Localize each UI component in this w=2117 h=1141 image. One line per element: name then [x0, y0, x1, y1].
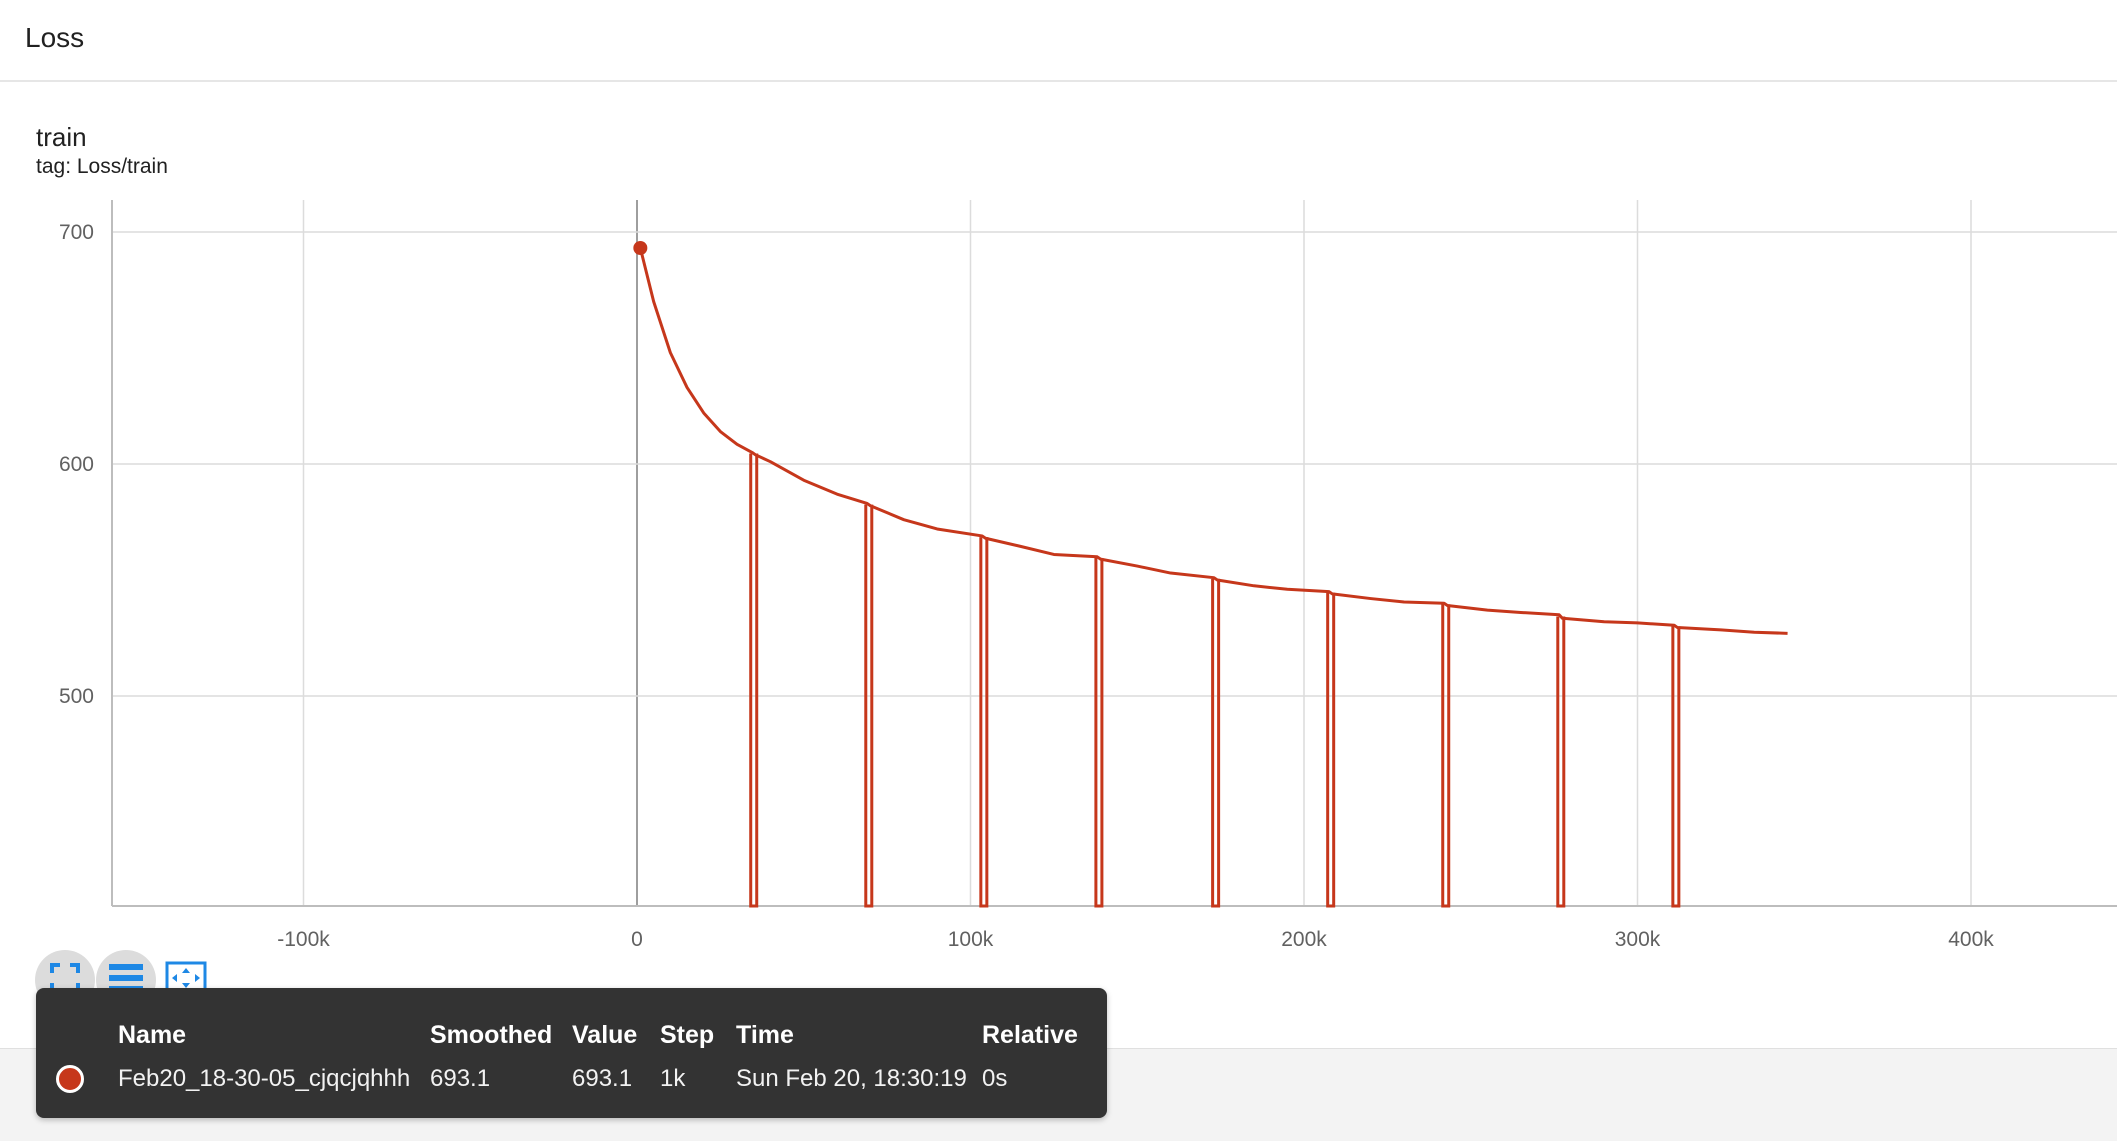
x-tick-label: 0 [631, 928, 643, 950]
header-value: Value [572, 1020, 638, 1049]
series-line [638, 247, 1788, 635]
header-smoothed: Smoothed [430, 1020, 553, 1049]
row-name: Feb20_18-30-05_cjqcjqhhh [118, 1065, 411, 1092]
x-tick-label: -100k [277, 928, 330, 950]
series-drop-line [1326, 592, 1336, 908]
section-title: Loss [25, 22, 85, 53]
series-drop-line [1211, 578, 1221, 908]
series-drops [749, 453, 1681, 908]
line-chart[interactable]: -100k 0 100k 200k 300k 400k 500 600 700 [0, 190, 2117, 950]
x-tick-label: 300k [1615, 928, 1661, 950]
series [638, 247, 1788, 635]
highlight-point [633, 241, 648, 256]
data-tooltip: Name Smoothed Value Step Time Relative F… [36, 988, 1107, 1118]
row-time: Sun Feb 20, 18:30:19 [736, 1065, 967, 1092]
header-relative: Relative [982, 1020, 1078, 1049]
series-drop-line [1556, 616, 1566, 908]
x-tick-label: 400k [1948, 928, 1994, 950]
row-relative: 0s [982, 1065, 1008, 1092]
row-step: 1k [660, 1065, 686, 1092]
series-color-swatch [56, 1065, 84, 1094]
series-drop-line [749, 453, 759, 908]
card-header: Loss [0, 0, 2117, 82]
chart-tag: tag: Loss/train [36, 155, 168, 178]
header-name: Name [118, 1020, 187, 1049]
points [633, 241, 648, 256]
header-time: Time [736, 1020, 794, 1049]
axes [111, 200, 2117, 907]
fullscreen-icon [49, 962, 81, 999]
grid [112, 200, 2117, 906]
row-smoothed: 693.1 [430, 1065, 491, 1092]
series-swatch-cell [56, 1060, 118, 1098]
y-tick-label: 700 [59, 221, 94, 244]
chart-title: train [36, 122, 87, 152]
series-drop-line [1441, 604, 1451, 908]
tooltip-table: Name Smoothed Value Step Time Relative F… [56, 1018, 1078, 1098]
tooltip-row: Feb20_18-30-05_cjqcjqhhh 693.1 693.1 1k … [56, 1060, 1078, 1098]
x-tick-label: 200k [1281, 928, 1327, 950]
tick-labels: -100k 0 100k 200k 300k 400k 500 600 700 [59, 221, 1994, 950]
header-color [56, 1018, 118, 1060]
y-tick-label: 500 [59, 685, 94, 708]
series-drop-line [1094, 557, 1104, 908]
series-drop-line [864, 504, 874, 908]
series-drop-line [1671, 626, 1681, 908]
x-tick-label: 100k [948, 928, 994, 950]
tooltip-header-row: Name Smoothed Value Step Time Relative [56, 1018, 1078, 1060]
y-tick-label: 600 [59, 453, 94, 476]
row-value: 693.1 [572, 1065, 633, 1092]
header-step: Step [660, 1020, 715, 1049]
series-drop-line [979, 537, 989, 908]
